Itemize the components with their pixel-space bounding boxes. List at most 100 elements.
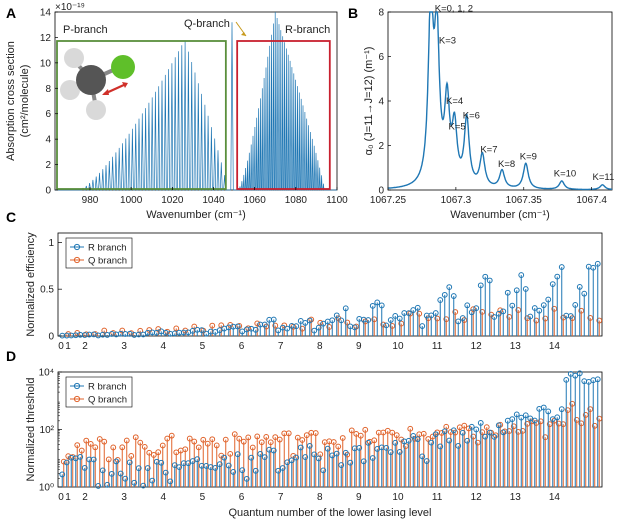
q-branch-marker [254, 320, 261, 327]
x-group-label: 5 [200, 492, 206, 503]
x-group-label: 6 [239, 492, 245, 503]
r-branch-marker [500, 308, 507, 315]
r-branch-marker [518, 272, 525, 278]
q-branch-marker [362, 426, 369, 433]
legend-swatch-marker [73, 243, 81, 251]
x-group-label: 12 [471, 492, 483, 503]
r-branch-marker [333, 312, 340, 319]
r-branch-marker [270, 447, 277, 454]
q-branch-marker [312, 430, 319, 436]
q-branch-marker [551, 417, 558, 424]
r-branch-marker [576, 370, 583, 377]
q-branch-marker [236, 435, 243, 442]
x-tick-label: 1000 [120, 195, 143, 206]
r-branch-marker [248, 454, 255, 461]
r-branch-marker [230, 469, 237, 475]
r-branch-marker [257, 451, 264, 457]
r-branch-marker [518, 414, 525, 421]
q-branch-marker [105, 456, 112, 463]
q-branch-marker [542, 434, 549, 441]
r-branch-marker [491, 433, 498, 440]
q-branch-marker [92, 444, 99, 451]
q-branch-marker [438, 429, 445, 436]
peak-label: K=3 [439, 35, 456, 46]
x-group-label: 2 [82, 341, 88, 352]
r-branch-marker [482, 273, 489, 280]
q-branch-marker [596, 415, 603, 422]
r-branch-marker [540, 404, 547, 411]
q-branch-marker [398, 436, 405, 443]
r-branch-marker [374, 299, 381, 306]
q-branch-marker [398, 320, 405, 327]
q-branch-marker [186, 435, 193, 442]
r-branch-marker [590, 264, 597, 271]
y-axis-label-line1: Absorption cross section [5, 41, 17, 161]
r-branch-marker [414, 436, 421, 443]
r-branch-marker [482, 433, 489, 440]
legend-label: R branch [88, 243, 127, 254]
q-branch-marker [420, 430, 427, 437]
q-branch-marker [272, 322, 279, 329]
q-branch-marker [258, 439, 265, 446]
r-branch-marker [261, 321, 268, 328]
r-branch-marker [176, 464, 183, 471]
q-branch-marker [587, 315, 594, 321]
q-branch-marker [407, 425, 414, 432]
panel-letter-c: C [6, 209, 16, 225]
q-branch-marker [240, 438, 247, 445]
x-group-label: 10 [392, 492, 404, 503]
r-branch-marker [378, 302, 385, 309]
r-branch-marker [347, 459, 354, 466]
r-branch-marker [567, 313, 574, 319]
r-branch-marker [522, 412, 529, 419]
y-tick-label: 6 [378, 52, 384, 63]
q-branch-marker [560, 421, 567, 428]
r-branch-marker [545, 296, 552, 303]
stems [59, 370, 603, 489]
q-branch-marker [168, 432, 175, 439]
x-tick-label: 1100 [326, 195, 348, 206]
q-branch-marker [245, 434, 252, 441]
r-branch-marker [495, 422, 502, 429]
q-branch-marker [299, 325, 306, 332]
r-branch-marker [419, 323, 426, 329]
q-branch-marker [146, 449, 153, 456]
x-axis-label: Quantum number of the lower lasing level [229, 507, 432, 519]
r-branch-marker [522, 286, 529, 292]
r-branch-marker [581, 290, 588, 297]
r-branch-marker [468, 423, 475, 430]
r-branch-marker [459, 315, 466, 321]
r-branch-marker [441, 428, 448, 435]
panel-letter-a: A [6, 5, 16, 21]
r-branch-marker [315, 324, 322, 331]
r-branch-marker [144, 465, 151, 471]
r-branch-marker [338, 462, 345, 468]
x-group-label: 7 [278, 341, 284, 352]
r-branch-marker [221, 454, 228, 461]
r-branch-marker [306, 317, 313, 324]
panel-b: B K=0, 1, 2 K=3 K=4 K=5K=6 K=7K=8 K=9 K=10 K=11 0… [348, 3, 614, 221]
r-branch-marker [351, 324, 358, 331]
r-branch-marker [405, 437, 412, 444]
q-branch-marker [164, 435, 171, 442]
r-branch-marker [441, 291, 448, 298]
q-branch-marker [470, 433, 477, 440]
peak-label: K=8 [498, 159, 515, 170]
r-branch-marker [464, 302, 471, 309]
x-group-label: 5 [200, 341, 206, 352]
y-tick-label: 0 [48, 332, 54, 343]
q-branch-marker [461, 422, 468, 429]
vibration-arrowhead [102, 89, 109, 95]
q-branch-marker [546, 421, 553, 428]
y-tick-label: 1 [48, 238, 54, 249]
r-branch-marker [392, 439, 399, 446]
peak-label: K=7 [480, 145, 497, 156]
peak-label: K=4 [446, 96, 463, 107]
r-branch-marker [392, 313, 399, 319]
r-branch-marker [288, 457, 295, 464]
y-axis-label: Normalized threshold [25, 378, 37, 482]
x-group-label: 14 [549, 492, 561, 503]
r-branch-marker [446, 437, 453, 444]
